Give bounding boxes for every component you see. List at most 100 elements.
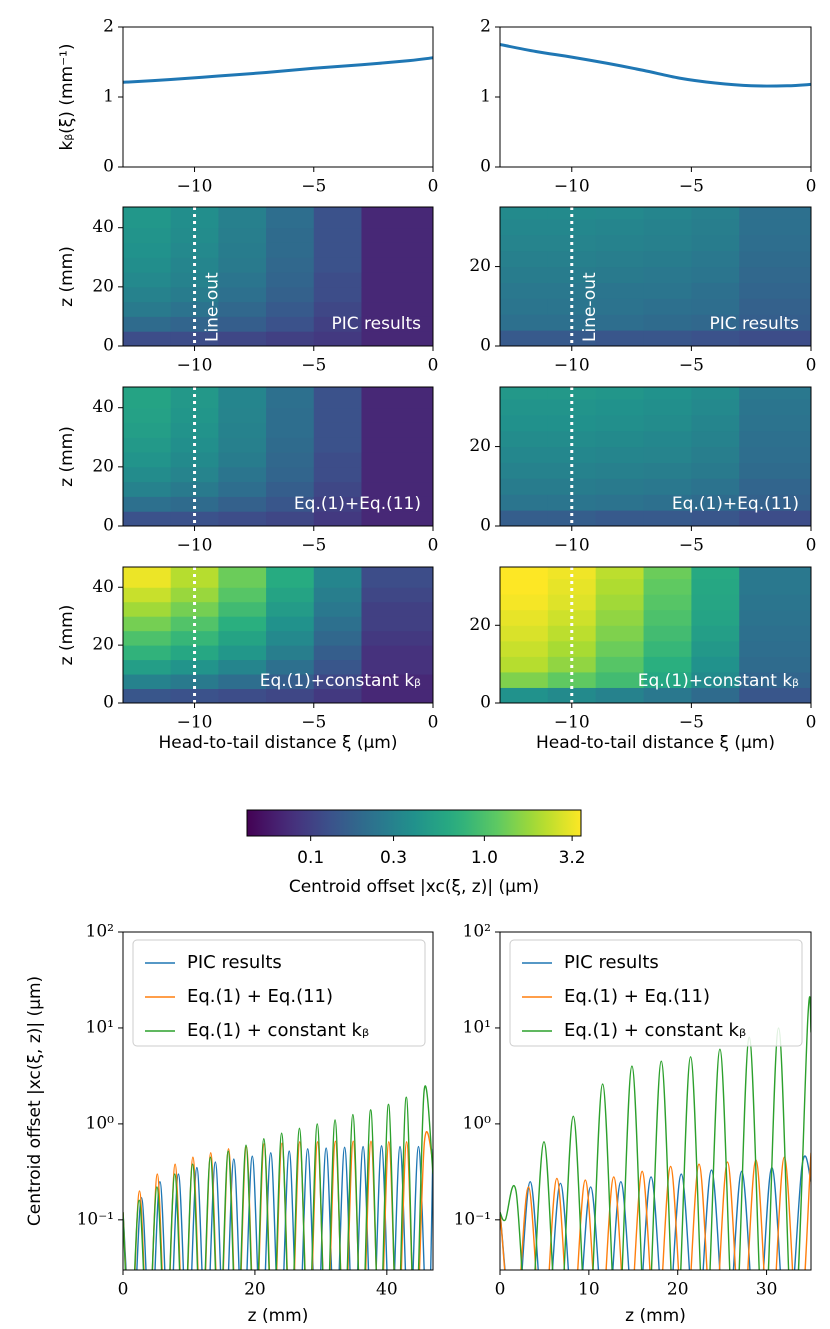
y-tick-label: 20 (92, 635, 114, 655)
heatmap-cell (643, 207, 692, 220)
y-tick-label: 2 (103, 17, 114, 37)
heatmap-cell (643, 671, 692, 688)
heatmap-cell (643, 266, 692, 283)
y-axis-label: z (mm) (57, 426, 77, 487)
heatmap-cell (643, 462, 692, 479)
heatmap-cell (266, 207, 315, 229)
heatmap-cell (691, 398, 740, 416)
heatmap-cell (691, 266, 740, 283)
heatmap-cell (500, 430, 549, 448)
heatmap-cell (691, 462, 740, 479)
heatmap-cell (123, 316, 172, 332)
x-tick-label: 30 (756, 1280, 778, 1300)
heatmap-cell (547, 567, 597, 580)
x-tick-label: 0 (118, 1280, 129, 1300)
heatmap-cell (595, 387, 645, 400)
series-line (500, 43, 811, 88)
heatmap-cell (643, 510, 692, 526)
axes-frame (499, 931, 812, 1271)
heatmap-cell (123, 301, 172, 317)
heatmap-cell (500, 330, 549, 346)
heatmap-cell (266, 452, 315, 468)
panel-label: Eq.(1)+Eq.(11) (672, 494, 799, 514)
heatmap-cell (595, 398, 645, 416)
heatmap-cell (595, 298, 645, 315)
heatmap-cell (643, 609, 692, 626)
heatmap-cell (691, 430, 740, 448)
heatmap-cell (547, 510, 597, 526)
axes-frame (122, 206, 434, 347)
heatmap-cell (500, 656, 549, 673)
x-tick-label: −5 (301, 713, 326, 733)
heatmap-cell (500, 567, 549, 580)
heatmap-cell (266, 616, 315, 632)
heatmap-cell (218, 422, 267, 438)
panel-label: Eq.(1)+constant kᵦ (260, 671, 421, 691)
heatmap-cell (739, 578, 811, 595)
heatmap-cell (170, 286, 219, 303)
heatmap-cell (266, 587, 315, 603)
heatmap-cell (691, 687, 740, 703)
x-tick-label: −10 (554, 536, 590, 556)
heatmap-cell (123, 227, 172, 243)
heatmap-cell (643, 250, 692, 268)
heatmap-cell (643, 578, 692, 595)
heatmap-cell (595, 266, 645, 283)
heatmap-cell (500, 494, 549, 511)
heatmap-cell (266, 511, 315, 526)
y-tick-label: 10² (463, 922, 491, 942)
x-tick-label: −5 (301, 536, 326, 556)
heatmap-cell (313, 331, 362, 346)
series-line (123, 56, 433, 84)
heatmap-cell (266, 422, 315, 438)
heatmap-cell (218, 387, 267, 409)
heatmap-cell (547, 207, 597, 220)
heatmap-cell (218, 257, 267, 273)
heatmap-cell (547, 640, 597, 657)
heatmap-cell (313, 257, 362, 273)
heatmap-cell (123, 616, 172, 632)
heatmap-cell (361, 316, 433, 332)
heatmap-cell (218, 301, 267, 317)
heatmap-cell (361, 630, 433, 646)
heatmap-cell (361, 257, 433, 273)
series-line (500, 1155, 811, 1270)
heatmap-cell (313, 286, 362, 303)
heatmap-cell (170, 481, 219, 497)
heatmap-cell (170, 587, 219, 603)
heatmap-cell (123, 511, 172, 526)
heatmap-cell (547, 578, 597, 595)
heatmap-cell (595, 430, 645, 448)
y-tick-label: 1 (480, 87, 491, 107)
heatmap-cell (313, 316, 362, 332)
heatmap-cell (643, 625, 692, 642)
x-tick-label: 10 (578, 1280, 600, 1300)
heatmap-cell (361, 659, 433, 675)
y-tick-label: 0 (480, 336, 491, 356)
heatmap-cell (547, 330, 597, 346)
heatmap-cell (123, 674, 172, 690)
y-tick-label: 10⁰ (86, 1113, 115, 1133)
heatmap-cell (266, 257, 315, 273)
line-out-label: Line-out (203, 272, 223, 342)
heatmap-cell (123, 207, 172, 229)
y-tick-label: 40 (92, 217, 114, 237)
heatmap-cell (500, 640, 549, 657)
heatmap-cell (361, 481, 433, 497)
heatmap-cell (361, 688, 433, 703)
colorbar-tick-label: 1.0 (471, 848, 498, 868)
heatmap-cell (218, 272, 267, 288)
panel-label: PIC results (332, 314, 422, 334)
heatmap-cell (361, 567, 433, 588)
heatmap-cell (266, 496, 315, 512)
heatmap-cell (313, 688, 362, 703)
heatmap-cell (595, 250, 645, 268)
x-axis-label: Head-to-tail distance ξ (μm) (159, 733, 398, 753)
x-tick-label: −10 (554, 177, 590, 197)
heatmap-cell (691, 625, 740, 642)
heatmap-cell (218, 587, 267, 603)
heatmap-cell (313, 272, 362, 288)
heatmap-cell (595, 494, 645, 511)
x-tick-label: −5 (679, 177, 704, 197)
heatmap-cell (500, 234, 549, 252)
